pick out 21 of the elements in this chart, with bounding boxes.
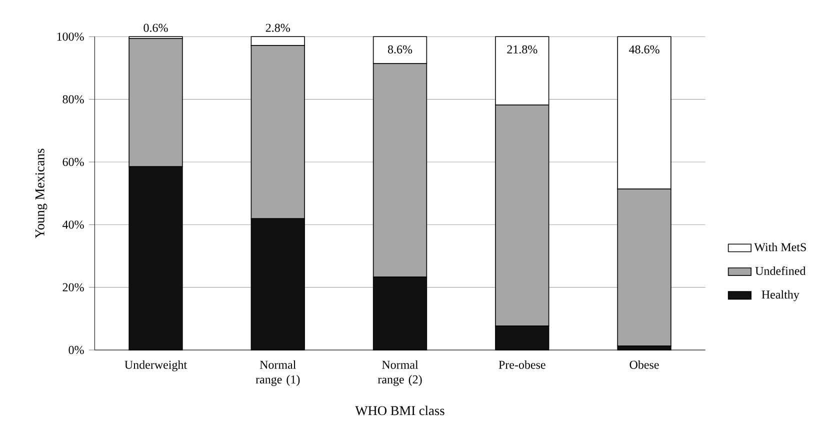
- y-tick-label: 60%: [62, 158, 84, 166]
- x-tick-label: Normal range (2): [378, 360, 422, 386]
- x-axis-title: WHO BMI class: [355, 406, 444, 416]
- x-tick-label: Obese: [630, 360, 659, 369]
- y-axis-title: Young Mexicans: [35, 148, 48, 238]
- y-tick-label: 0%: [68, 346, 84, 354]
- y-tick-label: 40%: [62, 220, 84, 229]
- data-label: 8.6%: [388, 45, 412, 54]
- x-tick-label: Pre-obese: [498, 360, 546, 369]
- y-tick-label: 20%: [62, 283, 84, 292]
- legend-label: Undefined: [755, 266, 806, 275]
- legend-label: With MetS: [754, 242, 806, 252]
- data-label: 0.6%: [144, 24, 168, 32]
- data-label: 48.6%: [628, 45, 660, 54]
- x-tick-label: Underweight: [124, 360, 187, 372]
- data-label: 21.8%: [507, 45, 538, 54]
- x-tick-label: Normal range (1): [256, 360, 300, 386]
- y-tick-label: 80%: [62, 95, 84, 104]
- data-label: 2.8%: [266, 24, 290, 32]
- legend-label: Healthy: [762, 290, 800, 302]
- y-tick-label: 100%: [57, 32, 84, 41]
